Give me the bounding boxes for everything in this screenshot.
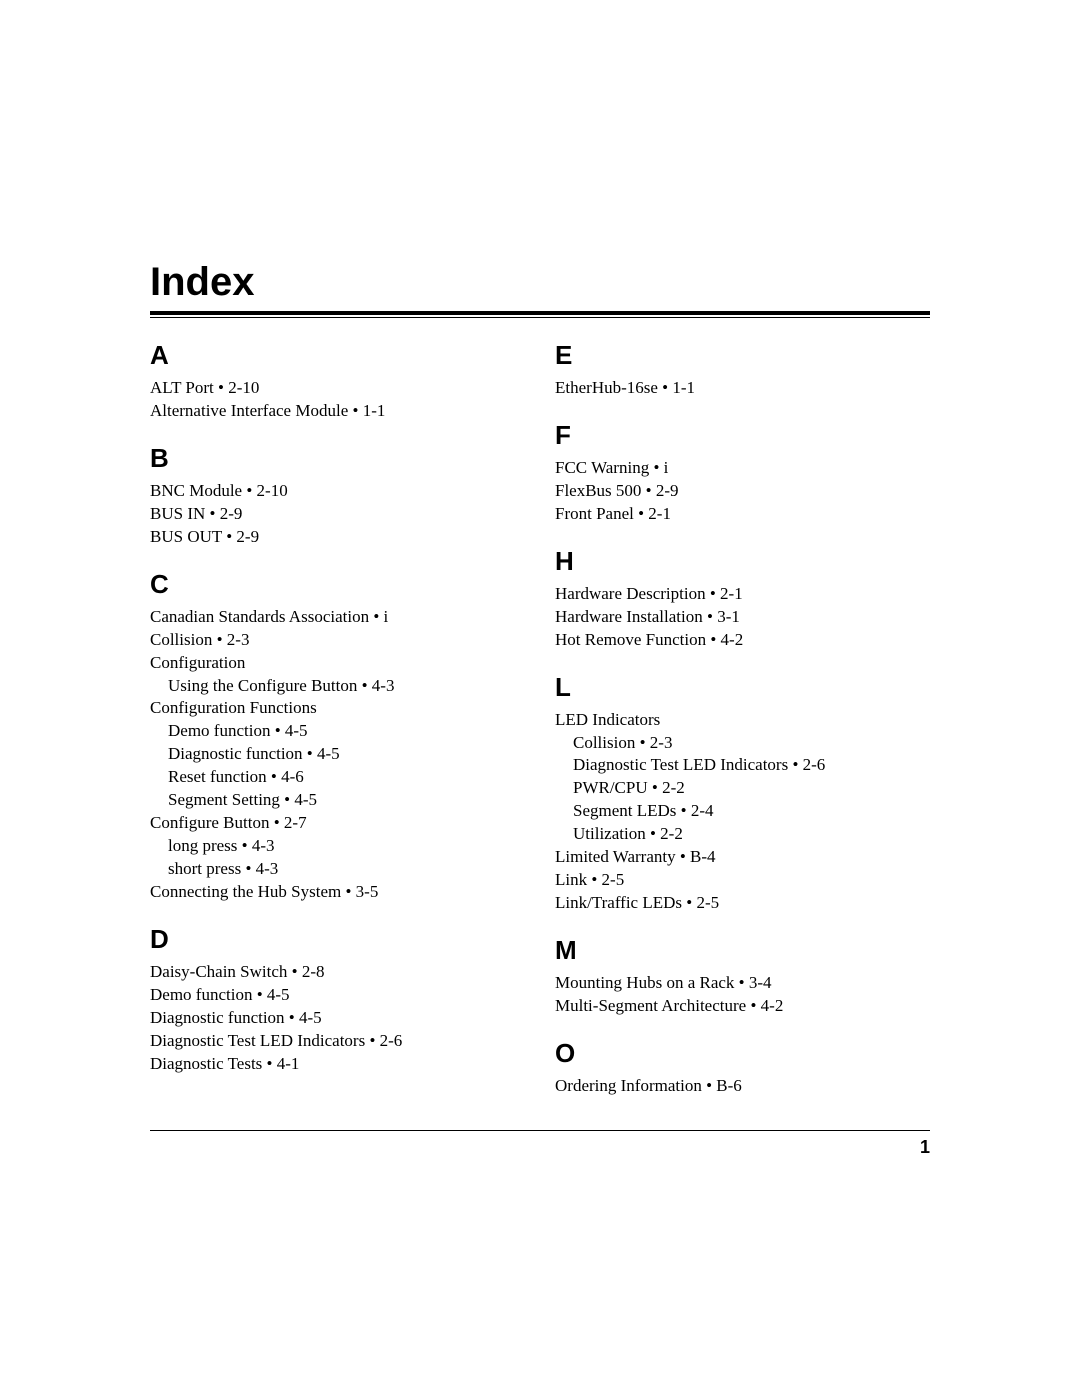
index-entry: Ordering Information • B-6	[555, 1075, 930, 1098]
index-entry: LED Indicators	[555, 709, 930, 732]
index-entry: Daisy-Chain Switch • 2-8	[150, 961, 525, 984]
section-letter-d: D	[150, 924, 525, 955]
index-entry: FlexBus 500 • 2-9	[555, 480, 930, 503]
index-entry: Utilization • 2-2	[555, 823, 930, 846]
section-letter-e: E	[555, 340, 930, 371]
index-entry: Canadian Standards Association • i	[150, 606, 525, 629]
section-letter-f: F	[555, 420, 930, 451]
index-entry: Segment LEDs • 2-4	[555, 800, 930, 823]
index-entry: Limited Warranty • B-4	[555, 846, 930, 869]
section-letter-b: B	[150, 443, 525, 474]
section-letter-l: L	[555, 672, 930, 703]
index-entry: long press • 4-3	[150, 835, 525, 858]
section-letter-h: H	[555, 546, 930, 577]
index-entry: Hardware Installation • 3-1	[555, 606, 930, 629]
title-rule-thick	[150, 311, 930, 315]
index-entry: Front Panel • 2-1	[555, 503, 930, 526]
index-entry: Collision • 2-3	[150, 629, 525, 652]
index-entry: Segment Setting • 4-5	[150, 789, 525, 812]
index-entry: BUS IN • 2-9	[150, 503, 525, 526]
index-columns: A ALT Port • 2-10Alternative Interface Mo…	[150, 336, 930, 1098]
page-number: 1	[150, 1137, 930, 1158]
index-entry: Diagnostic function • 4-5	[150, 1007, 525, 1030]
index-entry: Link/Traffic LEDs • 2-5	[555, 892, 930, 915]
index-entry: short press • 4-3	[150, 858, 525, 881]
index-entry: Collision • 2-3	[555, 732, 930, 755]
index-entry: FCC Warning • i	[555, 457, 930, 480]
index-entry: Link • 2-5	[555, 869, 930, 892]
index-entry: Demo function • 4-5	[150, 984, 525, 1007]
index-entry: Hardware Description • 2-1	[555, 583, 930, 606]
index-entry: PWR/CPU • 2-2	[555, 777, 930, 800]
index-page: Index A ALT Port • 2-10Alternative Interf…	[0, 0, 1080, 1158]
index-entry: Diagnostic Tests • 4-1	[150, 1053, 525, 1076]
index-entry: Diagnostic function • 4-5	[150, 743, 525, 766]
section-letter-c: C	[150, 569, 525, 600]
index-entry: Diagnostic Test LED Indicators • 2-6	[555, 754, 930, 777]
index-entry: Configure Button • 2-7	[150, 812, 525, 835]
index-entry: Reset function • 4-6	[150, 766, 525, 789]
index-entry: Hot Remove Function • 4-2	[555, 629, 930, 652]
index-entry: Diagnostic Test LED Indicators • 2-6	[150, 1030, 525, 1053]
index-entry: Configuration	[150, 652, 525, 675]
section-letter-o: O	[555, 1038, 930, 1069]
index-entry: Configuration Functions	[150, 697, 525, 720]
index-entry: BNC Module • 2-10	[150, 480, 525, 503]
left-column: A ALT Port • 2-10Alternative Interface Mo…	[150, 336, 525, 1098]
index-entry: Mounting Hubs on a Rack • 3-4	[555, 972, 930, 995]
index-entry: ALT Port • 2-10	[150, 377, 525, 400]
index-entry: Connecting the Hub System • 3-5	[150, 881, 525, 904]
index-entry: Using the Configure Button • 4-3	[150, 675, 525, 698]
title-rule-thin	[150, 317, 930, 318]
section-letter-a: A	[150, 340, 525, 371]
page-title: Index	[150, 260, 930, 305]
index-entry: Multi-Segment Architecture • 4-2	[555, 995, 930, 1018]
index-entry: BUS OUT • 2-9	[150, 526, 525, 549]
footer-rule	[150, 1130, 930, 1131]
index-entry: Demo function • 4-5	[150, 720, 525, 743]
index-entry: Alternative Interface Module • 1-1	[150, 400, 525, 423]
right-column: E EtherHub-16se • 1-1 F FCC Warning • iFlex…	[555, 336, 930, 1098]
index-entry: EtherHub-16se • 1-1	[555, 377, 930, 400]
section-letter-m: M	[555, 935, 930, 966]
